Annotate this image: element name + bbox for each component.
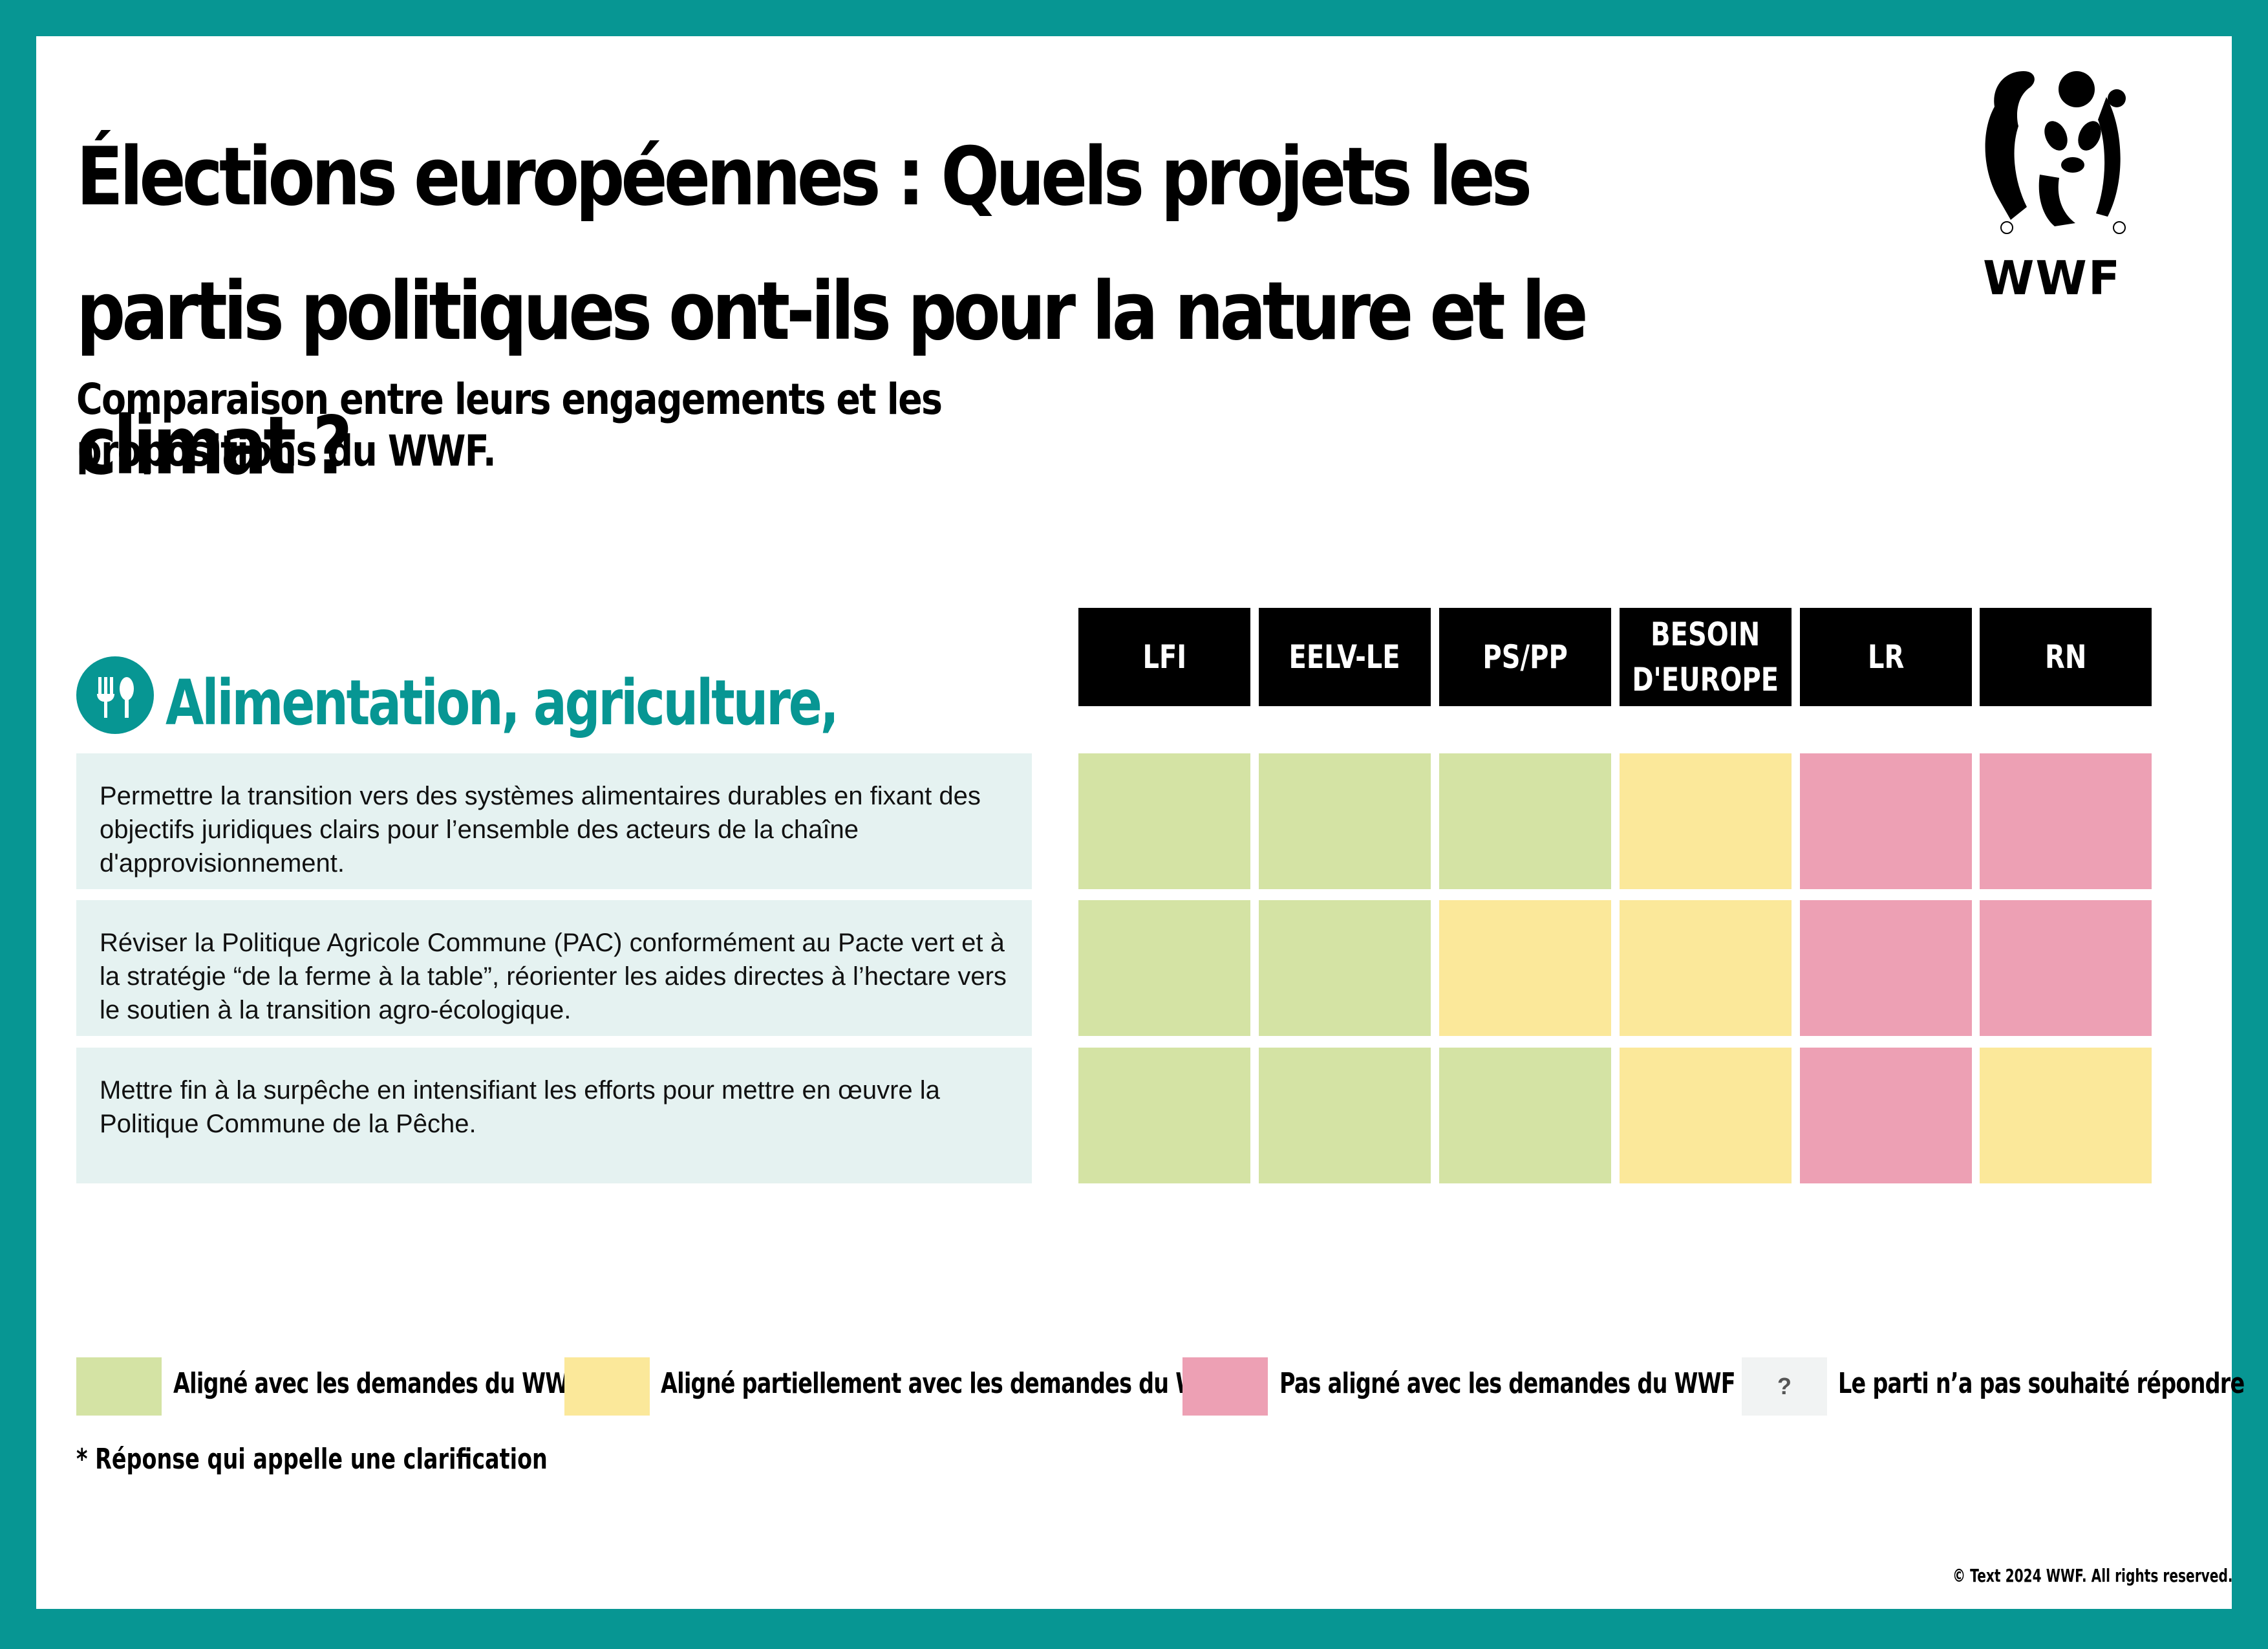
party-header: EELV-LE: [1259, 608, 1431, 706]
party-header: LFI: [1078, 608, 1250, 706]
rating-cell-not-aligned: [1800, 753, 1972, 889]
party-name: LFI: [1142, 638, 1186, 676]
footnote: * Réponse qui appelle une clarification: [76, 1443, 548, 1476]
rating-cell-aligned: [1259, 900, 1431, 1036]
wwf-logo-text: WWF: [1982, 251, 2122, 305]
rating-cell-not-aligned: [1800, 900, 1972, 1036]
party-name: LR: [1867, 638, 1905, 676]
party-name: BESOIN D'EUROPE: [1632, 616, 1779, 698]
row-description: Mettre fin à la surpêche en intensifiant…: [76, 1048, 1032, 1183]
rating-cell-partial: [1620, 753, 1792, 889]
legend-label: Aligné avec les demandes du WWF: [173, 1367, 583, 1400]
legend-label: Pas aligné avec les demandes du WWF: [1279, 1367, 1736, 1400]
party-header: RN: [1980, 608, 2152, 706]
fork-knife-spoon-icon: [76, 656, 154, 734]
rating-cell-aligned: [1439, 1048, 1611, 1183]
wwf-logo: WWF: [1978, 58, 2126, 305]
row-description: Réviser la Politique Agricole Commune (P…: [76, 900, 1032, 1036]
legend-swatch-aligned: [76, 1357, 162, 1416]
legend-label: Aligné partiellement avec les demandes d…: [661, 1367, 1237, 1400]
rating-cell-not-aligned: [1980, 900, 2152, 1036]
rating-cell-aligned: [1259, 753, 1431, 889]
rating-cell-partial: [1439, 900, 1611, 1036]
page-title: Élections européennes : Quels projets le…: [76, 131, 1589, 493]
rating-cell-aligned: [1078, 900, 1250, 1036]
page-subtitle: Comparaison entre leurs engagements et l…: [76, 374, 943, 476]
rating-cell-not-aligned: [1980, 753, 2152, 889]
row-description: Permettre la transition vers des système…: [76, 753, 1032, 889]
legend-swatch-no-answer: ?: [1742, 1357, 1827, 1416]
legend-swatch-not-aligned: [1182, 1357, 1268, 1416]
rating-cell-aligned: [1439, 753, 1611, 889]
legend-swatch-partial: [564, 1357, 650, 1416]
rating-cell-not-aligned: [1800, 1048, 1972, 1183]
rating-cell-aligned: [1078, 1048, 1250, 1183]
party-header: LR: [1800, 608, 1972, 706]
party-name: RN: [2044, 638, 2087, 676]
party-header: BESOIN D'EUROPE: [1620, 608, 1792, 706]
panda-logo-icon: [1985, 71, 2126, 234]
party-header: PS/PP: [1439, 608, 1611, 706]
rating-cell-partial: [1620, 900, 1792, 1036]
party-name: PS/PP: [1482, 638, 1568, 676]
rating-cell-partial: [1980, 1048, 2152, 1183]
rating-cell-aligned: [1078, 753, 1250, 889]
rating-cell-aligned: [1259, 1048, 1431, 1183]
party-name: EELV-LE: [1289, 638, 1401, 676]
copyright: © Text 2024 WWF. All rights reserved.: [1952, 1565, 2233, 1586]
legend-label: Le parti n’a pas souhaité répondre: [1838, 1367, 2245, 1400]
rating-cell-partial: [1620, 1048, 1792, 1183]
